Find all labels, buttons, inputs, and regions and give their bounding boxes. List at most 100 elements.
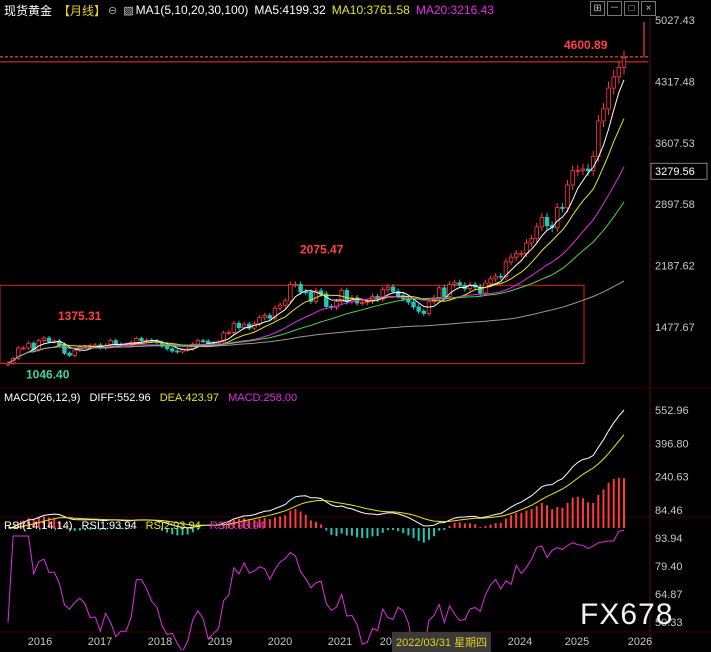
macd-tick-label: 552.96 [655, 405, 689, 417]
candle-body [46, 337, 52, 342]
candle-body [575, 169, 580, 172]
price-tick-label: 1477.67 [655, 322, 695, 334]
chart-header: 现货黄金 【月线】 ⊖ ▧ MA1(5,10,20,30,100) MA5:41… [4, 2, 500, 18]
candle-body [385, 286, 391, 291]
macd-tick-label: 84.46 [655, 505, 683, 517]
minimize-icon[interactable]: － [607, 1, 622, 16]
crosshair-date-label: 2022/03/31 星期四 [392, 632, 492, 652]
candle-body [436, 287, 442, 299]
candle-body [236, 322, 242, 329]
candle-body [241, 323, 247, 329]
x-tick-label: 2026 [628, 636, 652, 648]
candle-body [585, 168, 591, 172]
settings-icon[interactable]: ⊞ [590, 1, 605, 16]
candle-body [514, 253, 519, 258]
price-tick-label: 2897.58 [655, 199, 695, 211]
candle-body [26, 342, 31, 349]
macd-params: MACD(26,12,9) [4, 392, 81, 404]
maximize-icon[interactable]: □ [624, 1, 639, 16]
ma5-value: MA5:4199.32 [254, 3, 326, 17]
candle-body [380, 289, 385, 300]
candle-body [5, 362, 11, 366]
candle-body [303, 291, 308, 294]
candle-body [277, 304, 283, 309]
ma20-value: MA20:3216.43 [415, 3, 494, 17]
instrument-title[interactable]: 现货黄金 [4, 3, 53, 18]
candle-body [611, 76, 616, 89]
candle-body [175, 350, 180, 353]
candle-body [580, 168, 586, 171]
candle-body [195, 340, 201, 345]
candle-body [93, 344, 98, 347]
current-price-box [650, 162, 708, 180]
candle-body [272, 307, 278, 319]
x-tick-label: 2021 [328, 636, 352, 648]
candle-body [293, 284, 298, 286]
annotation-label: 1046.40 [26, 367, 70, 381]
candle-body [221, 332, 226, 343]
x-tick-label: 2024 [508, 636, 532, 648]
rsi-header: RSI(14,14,14) RSI1:93.94 RSI2:93.94 RSI3… [4, 520, 271, 532]
candle-body [113, 340, 118, 345]
chart-type-icon[interactable]: ▧ [123, 4, 134, 17]
candle-body [298, 284, 303, 293]
candle-body [139, 338, 144, 342]
candle-body [555, 207, 560, 229]
candle-body [596, 120, 601, 157]
x-tick-label: 2019 [208, 636, 232, 648]
candle-body [421, 310, 426, 314]
period-label[interactable]: 【月线】 [58, 3, 107, 18]
x-tick-label: 2018 [148, 636, 172, 648]
price-tick-label: 2187.62 [655, 261, 695, 273]
candle-body [416, 306, 421, 312]
candle-body [324, 293, 329, 307]
rsi-tick-label: 79.40 [655, 561, 683, 573]
candle-body [493, 275, 498, 280]
rsi-tick-label: 64.87 [655, 589, 683, 601]
candle-body [164, 345, 170, 350]
ma30-line [7, 201, 625, 364]
candle-body [108, 340, 113, 346]
candle-body [334, 301, 339, 308]
candle-body [62, 344, 67, 354]
candle-body [267, 315, 272, 319]
candle-body [288, 284, 293, 302]
price-tick-label: 3607.53 [655, 138, 695, 150]
watermark-logo: FX678 [580, 598, 674, 631]
rsi1-value: RSI1:93.94 [81, 520, 137, 532]
period-toggle-icon[interactable]: ⊖ [108, 4, 118, 17]
candle-body [503, 261, 509, 278]
candle-body [565, 184, 570, 209]
macd-dea-line [7, 434, 625, 529]
candle-body [560, 207, 565, 209]
rsi3-value: RSI3:93.94 [209, 520, 265, 532]
macd-value: MACD:258.00 [228, 392, 298, 404]
x-tick-label: 2020 [268, 636, 292, 648]
candle-body [544, 216, 550, 227]
close-icon[interactable]: × [641, 1, 656, 16]
candle-body [442, 287, 447, 297]
candle-body [601, 108, 606, 122]
candle-body [488, 278, 493, 284]
candle-body [606, 87, 611, 110]
rsi-line [7, 529, 625, 650]
candle-body [395, 290, 401, 297]
candle-body [621, 57, 627, 68]
candle-body [21, 347, 26, 350]
ma100-line [7, 280, 625, 364]
macd-tick-label: 396.80 [655, 438, 689, 450]
candle-body [534, 226, 539, 239]
window-toolbar: ⊞ － □ × [590, 1, 656, 16]
x-tick-label: 2017 [88, 636, 112, 648]
candle-body [282, 300, 288, 306]
candle-body [529, 238, 534, 244]
candle-body [257, 317, 262, 325]
rsi-params: RSI(14,14,14) [4, 520, 73, 532]
candle-body [231, 322, 237, 333]
candle-body [313, 290, 319, 302]
candle-body [570, 170, 575, 186]
rsi-tick-label: 50.33 [655, 617, 683, 629]
candle-body [41, 337, 47, 342]
price-tick-label: 4317.48 [655, 76, 695, 88]
